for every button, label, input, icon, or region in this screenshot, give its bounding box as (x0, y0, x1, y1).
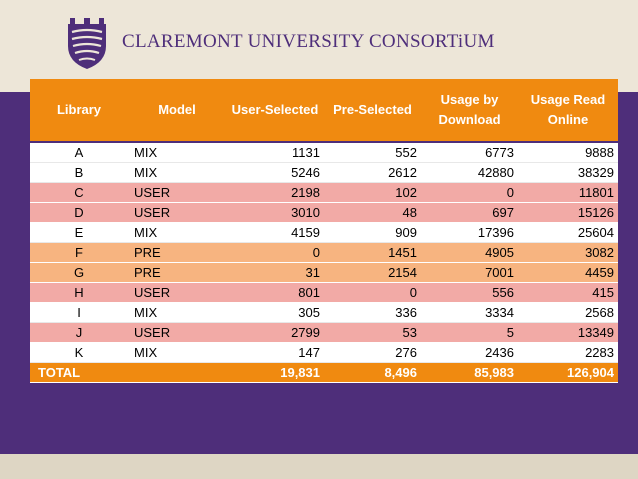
cell-usage-online: 415 (518, 282, 618, 303)
cell-usage-download: 17396 (421, 222, 518, 243)
cell-usage-download: 6773 (421, 141, 518, 163)
cell-usage-online: 11801 (518, 182, 618, 203)
cell-user-selected: 1131 (226, 141, 324, 163)
cell-usage-online: 38329 (518, 162, 618, 183)
footer-band (0, 454, 638, 479)
cell-model: PRE (128, 242, 226, 263)
cell-usage-online: 13349 (518, 322, 618, 343)
cell-user-selected: 19,831 (226, 362, 324, 383)
cell-usage-download: 0 (421, 182, 518, 203)
table-row: D USER 3010 48 697 15126 (30, 202, 618, 223)
cell-pre-selected: 8,496 (324, 362, 421, 383)
cell-user-selected: 0 (226, 242, 324, 263)
header-pre-selected: Pre-Selected (324, 79, 421, 142)
cell-usage-download: 3334 (421, 302, 518, 323)
table-row: I MIX 305 336 3334 2568 (30, 302, 618, 323)
cell-usage-download: 4905 (421, 242, 518, 263)
cell-library: G (30, 262, 128, 283)
total-row: TOTAL 19,831 8,496 85,983 126,904 (30, 362, 618, 383)
cell-model (128, 362, 226, 383)
cell-user-selected: 4159 (226, 222, 324, 243)
table-row: B MIX 5246 2612 42880 38329 (30, 162, 618, 183)
cell-model: USER (128, 202, 226, 223)
cell-model: USER (128, 322, 226, 343)
cell-pre-selected: 2612 (324, 162, 421, 183)
cell-model: MIX (128, 141, 226, 163)
table-row: J USER 2799 53 5 13349 (30, 322, 618, 343)
cell-user-selected: 31 (226, 262, 324, 283)
cell-pre-selected: 48 (324, 202, 421, 223)
cell-usage-online: 2283 (518, 342, 618, 363)
cell-pre-selected: 909 (324, 222, 421, 243)
cell-usage-online: 25604 (518, 222, 618, 243)
brand-name: CLAREMONT UNIVERSITY CONSORTiUM (122, 31, 495, 52)
cell-usage-online: 9888 (518, 141, 618, 163)
cell-model: USER (128, 282, 226, 303)
table-header-row: Library Model User-Selected Pre-Selected… (30, 79, 618, 142)
table-row: H USER 801 0 556 415 (30, 282, 618, 303)
cell-pre-selected: 336 (324, 302, 421, 323)
cell-usage-download: 85,983 (421, 362, 518, 383)
table-row: K MIX 147 276 2436 2283 (30, 342, 618, 363)
cell-model: PRE (128, 262, 226, 283)
cell-usage-online: 3082 (518, 242, 618, 263)
cell-model: MIX (128, 162, 226, 183)
header-library: Library (30, 79, 128, 142)
cell-user-selected: 2799 (226, 322, 324, 343)
shield-crest-icon (68, 18, 106, 69)
cell-usage-download: 7001 (421, 262, 518, 283)
cell-model: MIX (128, 222, 226, 243)
cell-usage-download: 2436 (421, 342, 518, 363)
cell-library: A (30, 141, 128, 163)
cell-library: D (30, 202, 128, 223)
cell-usage-online: 4459 (518, 262, 618, 283)
cell-model: MIX (128, 302, 226, 323)
cell-pre-selected: 0 (324, 282, 421, 303)
cell-usage-download: 697 (421, 202, 518, 223)
cell-pre-selected: 2154 (324, 262, 421, 283)
cell-library: I (30, 302, 128, 323)
cell-library: C (30, 182, 128, 203)
table-row: A MIX 1131 552 6773 9888 (30, 141, 618, 163)
cell-pre-selected: 552 (324, 141, 421, 163)
cell-library: H (30, 282, 128, 303)
header-usage-download: Usage by Download (421, 79, 518, 142)
cell-usage-online: 15126 (518, 202, 618, 223)
cell-pre-selected: 102 (324, 182, 421, 203)
cell-pre-selected: 276 (324, 342, 421, 363)
cell-library: B (30, 162, 128, 183)
cell-user-selected: 801 (226, 282, 324, 303)
table-body: A MIX 1131 552 6773 9888 B MIX 5246 2612 42880 3832… (30, 141, 618, 383)
total-label: TOTAL (30, 362, 128, 383)
cell-usage-online: 126,904 (518, 362, 618, 383)
cell-user-selected: 305 (226, 302, 324, 323)
cell-user-selected: 2198 (226, 182, 324, 203)
header-model: Model (128, 79, 226, 142)
cell-user-selected: 5246 (226, 162, 324, 183)
cell-library: K (30, 342, 128, 363)
header-band (0, 0, 638, 92)
cell-user-selected: 147 (226, 342, 324, 363)
cell-library: E (30, 222, 128, 243)
header-user-selected: User-Selected (226, 79, 324, 142)
table-row: F PRE 0 1451 4905 3082 (30, 242, 618, 263)
cell-usage-download: 5 (421, 322, 518, 343)
cell-pre-selected: 53 (324, 322, 421, 343)
cell-model: MIX (128, 342, 226, 363)
table-row: E MIX 4159 909 17396 25604 (30, 222, 618, 243)
cell-usage-download: 556 (421, 282, 518, 303)
table-row: C USER 2198 102 0 11801 (30, 182, 618, 203)
cell-usage-download: 42880 (421, 162, 518, 183)
cell-model: USER (128, 182, 226, 203)
cell-library: F (30, 242, 128, 263)
header-usage-online: Usage Read Online (518, 79, 618, 142)
cell-usage-online: 2568 (518, 302, 618, 323)
cell-user-selected: 3010 (226, 202, 324, 223)
cell-library: J (30, 322, 128, 343)
table-row: G PRE 31 2154 7001 4459 (30, 262, 618, 283)
usage-table: Library Model User-Selected Pre-Selected… (30, 79, 618, 383)
cell-pre-selected: 1451 (324, 242, 421, 263)
